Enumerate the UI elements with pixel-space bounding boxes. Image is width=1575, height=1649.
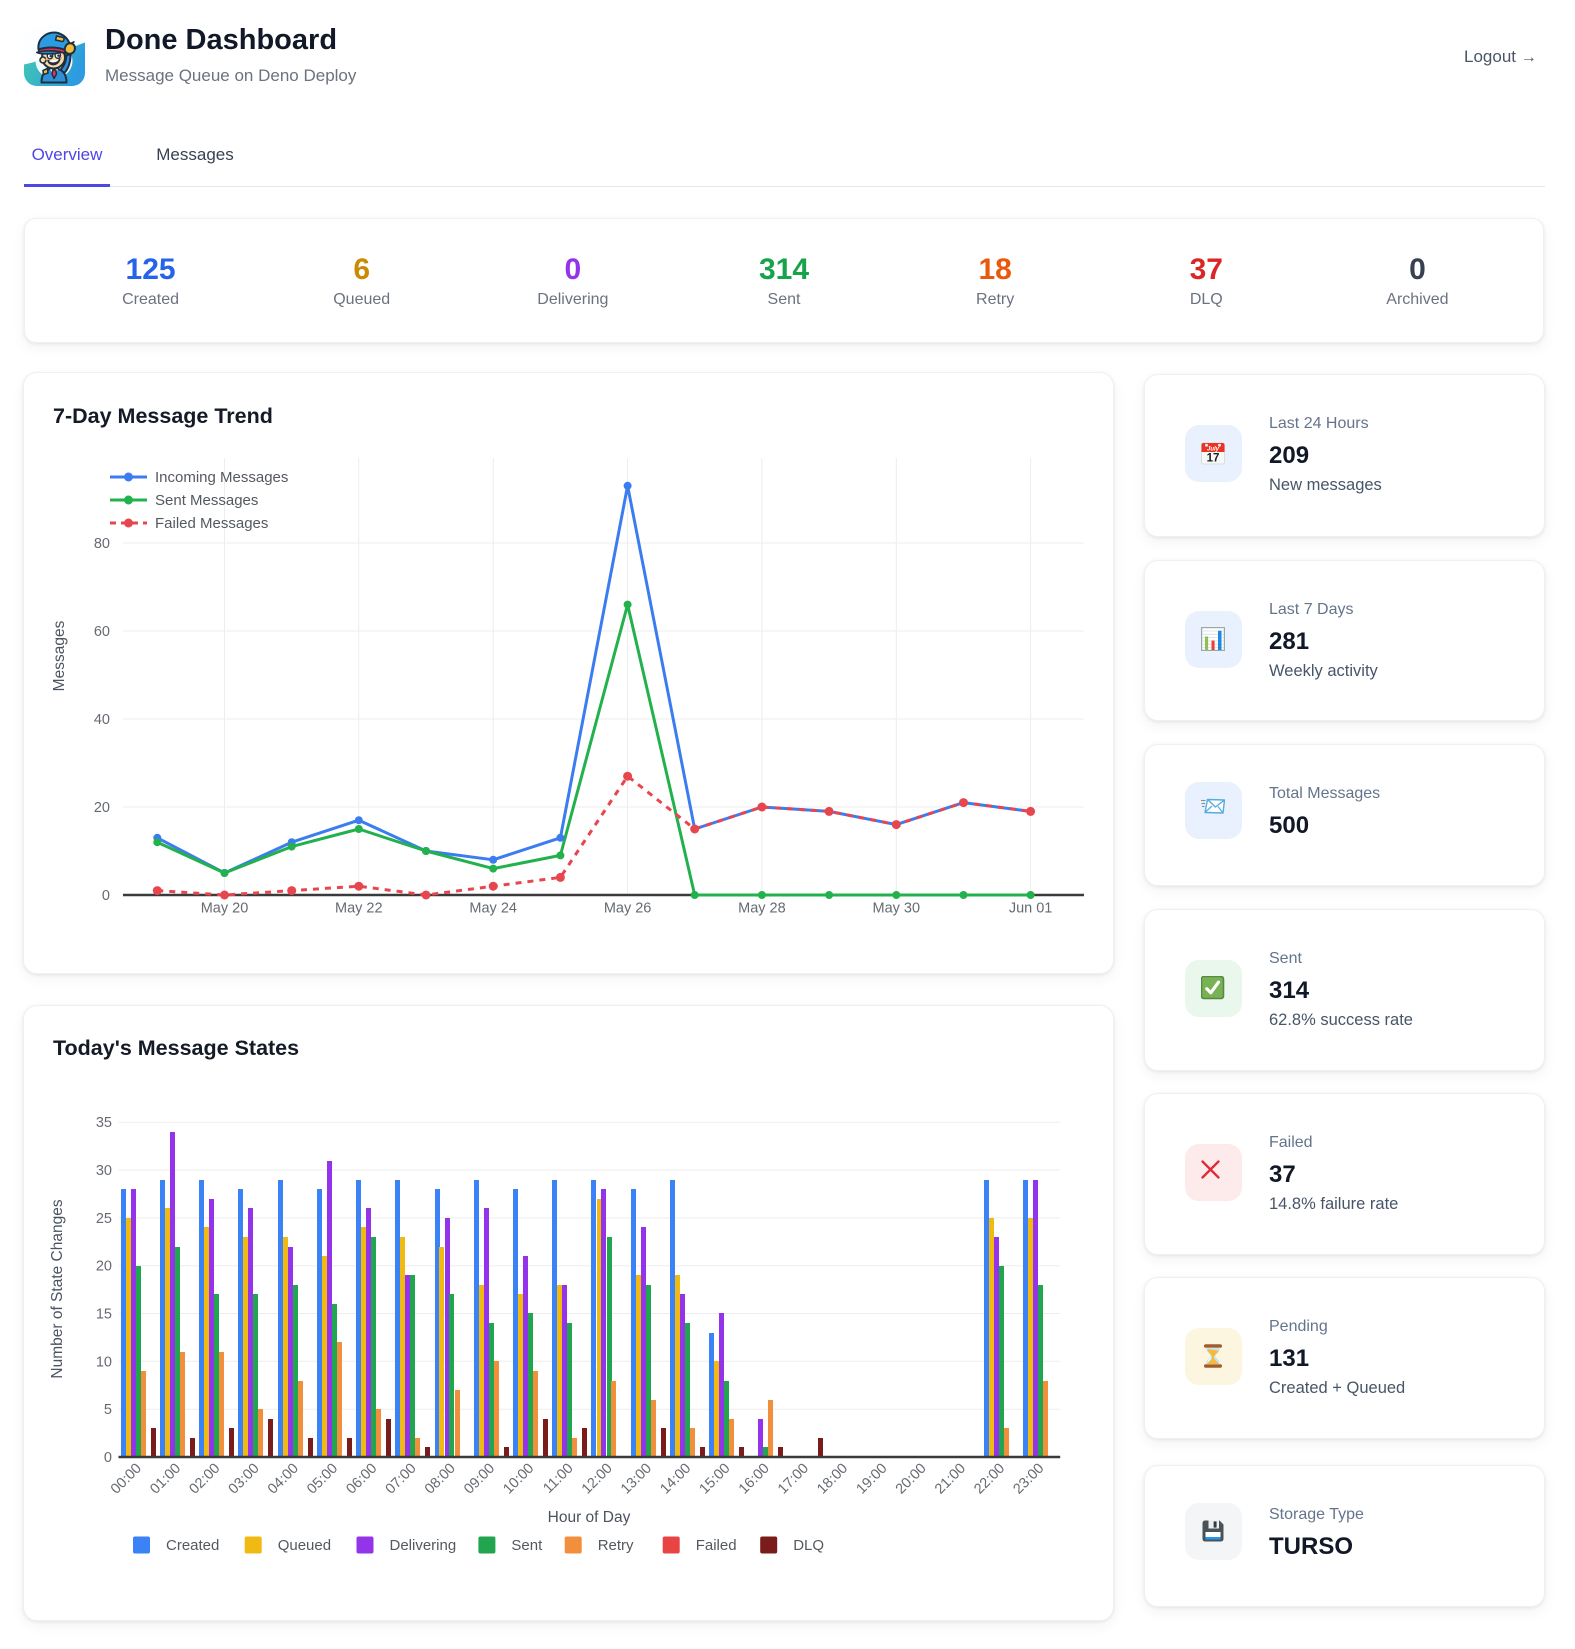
svg-text:18:00: 18:00 (814, 1461, 851, 1498)
svg-text:Sent Messages: Sent Messages (155, 492, 258, 509)
svg-text:22:00: 22:00 (971, 1461, 1008, 1498)
svg-text:12:00: 12:00 (579, 1461, 616, 1498)
svg-text:Failed: Failed (696, 1537, 737, 1554)
svg-text:Incoming Messages: Incoming Messages (155, 469, 288, 486)
svg-text:0: 0 (102, 888, 110, 904)
svg-text:May 28: May 28 (738, 901, 786, 917)
svg-text:00:00: 00:00 (108, 1461, 145, 1498)
svg-text:20:00: 20:00 (893, 1461, 930, 1498)
svg-text:10:00: 10:00 (500, 1461, 537, 1498)
svg-text:DLQ: DLQ (793, 1537, 824, 1554)
svg-text:Hour of Day: Hour of Day (548, 1509, 631, 1526)
svg-text:03:00: 03:00 (226, 1461, 263, 1498)
svg-text:20: 20 (96, 1259, 112, 1275)
svg-text:July: July (1207, 447, 1220, 453)
svg-text:0: 0 (104, 1450, 112, 1466)
svg-text:21:00: 21:00 (932, 1461, 969, 1498)
svg-text:10: 10 (96, 1354, 112, 1370)
svg-text:May 30: May 30 (873, 901, 921, 917)
svg-text:Jun 01: Jun 01 (1009, 901, 1053, 917)
svg-text:Messages: Messages (51, 620, 68, 691)
svg-text:15:00: 15:00 (697, 1461, 734, 1498)
svg-text:06:00: 06:00 (343, 1461, 380, 1498)
svg-text:25: 25 (96, 1211, 112, 1227)
svg-text:15: 15 (96, 1307, 112, 1323)
svg-text:May 22: May 22 (335, 901, 383, 917)
svg-text:04:00: 04:00 (265, 1461, 302, 1498)
svg-text:17: 17 (1207, 453, 1220, 465)
svg-text:20: 20 (94, 800, 110, 816)
svg-text:Created: Created (166, 1537, 219, 1554)
svg-text:May 20: May 20 (201, 901, 249, 917)
svg-text:23:00: 23:00 (1010, 1461, 1047, 1498)
svg-text:5: 5 (104, 1402, 112, 1418)
svg-text:May 26: May 26 (604, 901, 652, 917)
svg-text:07:00: 07:00 (383, 1461, 420, 1498)
svg-text:08:00: 08:00 (422, 1461, 459, 1498)
svg-text:17:00: 17:00 (775, 1461, 812, 1498)
svg-text:Delivering: Delivering (390, 1537, 457, 1554)
svg-text:05:00: 05:00 (304, 1461, 341, 1498)
svg-text:60: 60 (94, 624, 110, 640)
svg-text:Queued: Queued (278, 1537, 331, 1554)
svg-text:80: 80 (94, 536, 110, 552)
svg-text:May 24: May 24 (469, 901, 517, 917)
svg-text:Retry: Retry (598, 1537, 634, 1554)
svg-text:14:00: 14:00 (657, 1461, 694, 1498)
svg-text:30: 30 (96, 1163, 112, 1179)
svg-text:40: 40 (94, 712, 110, 728)
svg-text:19:00: 19:00 (854, 1461, 891, 1498)
svg-text:Failed Messages: Failed Messages (155, 515, 268, 532)
svg-text:11:00: 11:00 (540, 1461, 576, 1497)
svg-text:09:00: 09:00 (461, 1461, 498, 1498)
svg-text:35: 35 (96, 1115, 112, 1131)
svg-text:Sent: Sent (511, 1537, 543, 1554)
svg-text:01:00: 01:00 (147, 1461, 184, 1498)
svg-text:16:00: 16:00 (736, 1461, 773, 1498)
svg-text:Number of State Changes: Number of State Changes (49, 1199, 66, 1378)
svg-text:13:00: 13:00 (618, 1461, 655, 1498)
svg-text:02:00: 02:00 (186, 1461, 223, 1498)
